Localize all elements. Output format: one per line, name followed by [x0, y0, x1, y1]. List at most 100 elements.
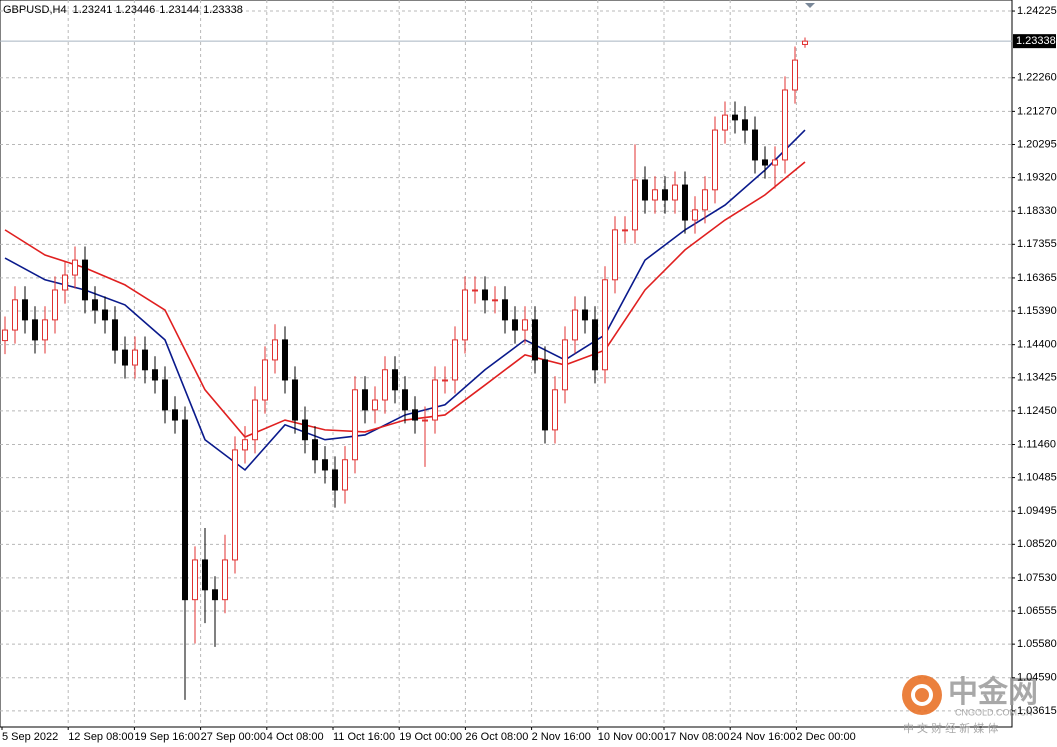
candle-body	[62, 274, 68, 291]
candle-body	[532, 319, 538, 361]
y-tick-label: 1.18330	[1017, 205, 1057, 217]
candle-body	[192, 559, 198, 601]
brand: 中金网	[948, 675, 1038, 709]
candle-body	[172, 409, 178, 421]
price-label: 1.23338	[1016, 35, 1056, 47]
x-tick-label: 17 Nov 08:00	[664, 731, 729, 743]
candle-body	[82, 259, 88, 301]
x-tick-label: 24 Nov 16:00	[730, 731, 795, 743]
y-tick-label: 1.16365	[1017, 272, 1057, 284]
tagline: 中 文 财 经 新 媒 体	[903, 721, 998, 735]
candle-body	[152, 369, 158, 381]
candle-body	[712, 129, 718, 191]
candle-body	[42, 319, 48, 341]
candle-body	[732, 114, 738, 121]
candle-body	[502, 299, 508, 321]
candle-body	[122, 349, 128, 366]
x-tick-label: 2 Nov 16:00	[532, 731, 591, 743]
y-tick-label: 1.13425	[1017, 372, 1057, 384]
candle-body	[22, 299, 28, 321]
y-tick-label: 1.12450	[1017, 405, 1057, 417]
y-tick-label: 1.20295	[1017, 138, 1057, 150]
x-tick-label: 10 Nov 00:00	[598, 731, 663, 743]
candle-body	[792, 59, 798, 91]
candle-body	[702, 189, 708, 211]
candle-body	[482, 289, 488, 301]
candle-body	[252, 399, 258, 441]
candle-body	[662, 189, 668, 201]
candle-body	[762, 159, 768, 166]
y-tick-label: 1.14400	[1017, 339, 1057, 351]
y-tick-label: 1.06555	[1017, 605, 1057, 617]
candle-body	[562, 339, 568, 391]
candle-body	[372, 399, 378, 411]
x-tick-label: 26 Oct 08:00	[465, 731, 528, 743]
candle-body	[382, 369, 388, 401]
candle-body	[672, 184, 678, 201]
x-tick-label: 4 Oct 08:00	[267, 731, 324, 743]
y-tick-label: 1.05580	[1017, 638, 1057, 650]
candle-body	[242, 439, 248, 451]
candle-body	[722, 114, 728, 131]
site: CNGOLD.COM.CN	[955, 707, 1033, 717]
candle-body	[162, 379, 168, 411]
x-tick-label: 5 Sep 2022	[2, 731, 58, 743]
candle-body	[802, 40, 808, 45]
ohlc-close: 1.23338	[203, 4, 243, 16]
candle-body	[32, 319, 38, 341]
candle-body	[782, 89, 788, 161]
candle-body	[332, 469, 338, 491]
x-tick-label: 11 Oct 16:00	[333, 731, 395, 743]
candle-body	[282, 339, 288, 381]
candle-body	[692, 209, 698, 221]
candle-body	[132, 349, 138, 366]
candle-body	[542, 359, 548, 431]
candle-body	[572, 309, 578, 341]
candle-body	[72, 259, 78, 276]
ohlc-high: 1.23446	[116, 4, 156, 16]
candle-body	[272, 339, 278, 361]
x-tick-label: 19 Sep 16:00	[134, 731, 199, 743]
y-tick-label: 1.10485	[1017, 471, 1057, 483]
candle-body	[262, 359, 268, 401]
shift-marker	[805, 3, 815, 8]
candle-body	[582, 309, 588, 321]
candle-body	[112, 319, 118, 351]
candle-body	[442, 379, 448, 382]
grid	[0, 0, 1012, 727]
candle-body	[312, 439, 318, 461]
candle-body	[642, 179, 648, 201]
candle-body	[612, 229, 618, 281]
candle-body	[352, 389, 358, 461]
price-label-box	[1013, 34, 1056, 49]
y-tick-label: 1.11460	[1017, 438, 1056, 450]
x-tick-label: 12 Sep 08:00	[68, 731, 133, 743]
candle-body	[412, 409, 418, 421]
y-tick-label: 1.17355	[1017, 238, 1057, 250]
candle-body	[392, 369, 398, 391]
candle-body	[322, 459, 328, 471]
candle-body	[752, 129, 758, 161]
y-tick-label: 1.21270	[1017, 105, 1057, 117]
candle-body	[602, 279, 608, 371]
marks	[2, 37, 808, 700]
ohlc-open: 1.23241	[73, 4, 113, 16]
candle-body	[202, 559, 208, 591]
y-tick-label: 1.03615	[1017, 705, 1057, 717]
y-tick-label: 1.19320	[1017, 171, 1057, 183]
x-tick-label: 27 Sep 00:00	[201, 731, 266, 743]
candle-body	[92, 299, 98, 311]
ohlc-low: 1.23144	[159, 4, 199, 16]
symbol: GBPUSD,H4	[3, 4, 67, 16]
plot-area	[0, 0, 1013, 728]
candle-body	[512, 319, 518, 331]
x-tick-label: 2 Dec 00:00	[796, 731, 855, 743]
candle-body	[102, 309, 108, 321]
x-tick-label: 19 Oct 00:00	[399, 731, 462, 743]
candle-body	[182, 419, 188, 601]
candle-body	[622, 229, 628, 232]
candle-body	[452, 339, 458, 381]
y-tick-label: 1.24225	[1017, 5, 1057, 17]
